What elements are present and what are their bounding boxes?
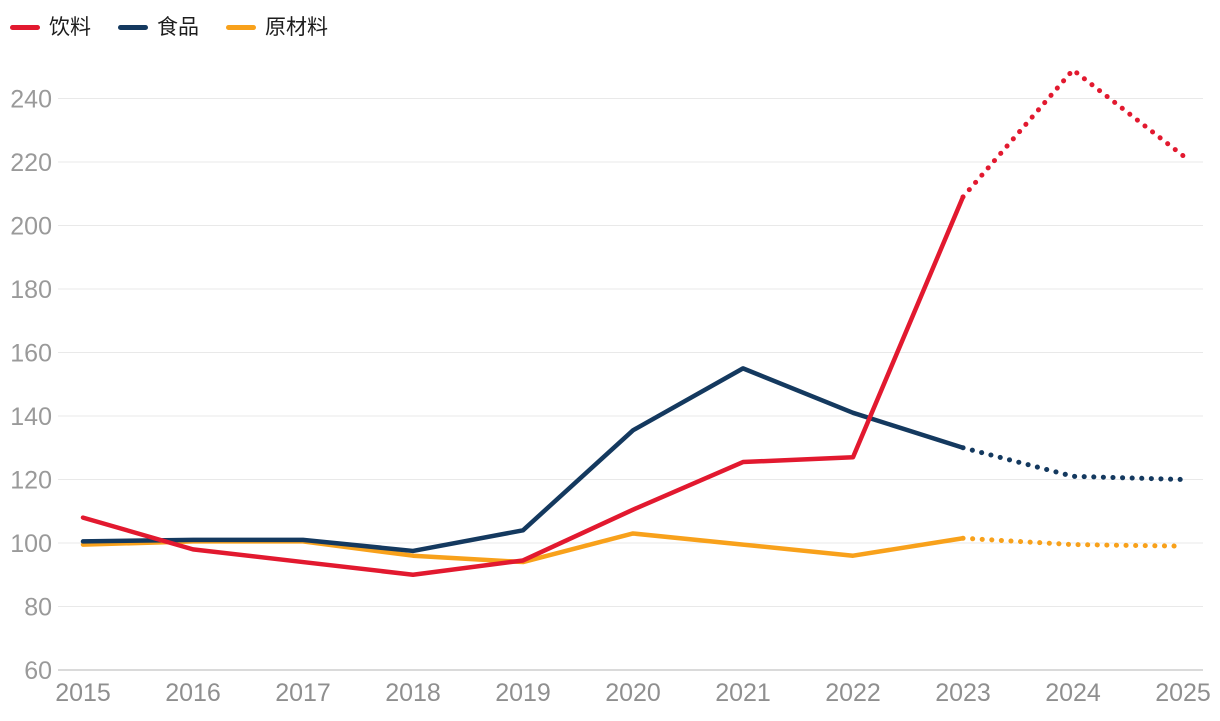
- y-axis-tick-label: 80: [24, 594, 52, 622]
- x-axis-tick-label: 2020: [605, 679, 661, 707]
- x-axis-tick-label: 2023: [935, 679, 991, 707]
- series-forecast-dotted-line-0: [960, 67, 1186, 200]
- y-axis-tick-label: 200: [10, 213, 52, 241]
- legend-label: 饮料: [49, 16, 91, 39]
- legend-item-raw-materials[interactable]: 原材料: [226, 17, 328, 38]
- y-axis-tick-label: 120: [10, 467, 52, 495]
- y-axis-tick-label: 240: [10, 86, 52, 114]
- y-axis-tick-label: 60: [24, 657, 52, 685]
- y-axis-tick-label: 160: [10, 340, 52, 368]
- x-axis-tick-label: 2024: [1045, 679, 1101, 707]
- x-axis-tick-label: 2016: [165, 679, 221, 707]
- legend-item-food[interactable]: 食品: [118, 17, 199, 38]
- x-axis-tick-label: 2025: [1155, 679, 1211, 707]
- series-forecast-dotted-line-2: [960, 535, 1186, 549]
- series-solid-line-1: [80, 366, 966, 554]
- series-forecast-dotted-line-1: [960, 445, 1186, 482]
- legend-label: 原材料: [265, 16, 328, 39]
- y-axis-tick-label: 180: [10, 276, 52, 304]
- food-line-swatch: [118, 25, 148, 30]
- legend-item-beverages[interactable]: 饮料: [10, 17, 91, 38]
- beverages-line-swatch: [10, 25, 40, 30]
- y-axis-tick-label: 220: [10, 149, 52, 177]
- x-axis-tick-label: 2015: [55, 679, 111, 707]
- x-axis-tick-label: 2018: [385, 679, 441, 707]
- raw-materials-line-swatch: [226, 25, 256, 30]
- series-solid-line-0: [80, 194, 966, 577]
- chart-legend: 饮料 食品 原材料: [10, 17, 328, 38]
- x-axis-tick-label: 2019: [495, 679, 551, 707]
- y-axis-tick-label: 140: [10, 403, 52, 431]
- x-axis-tick-label: 2021: [715, 679, 771, 707]
- legend-label: 食品: [157, 16, 199, 39]
- x-axis-tick-label: 2017: [275, 679, 331, 707]
- y-axis-tick-label: 100: [10, 530, 52, 558]
- x-axis-tick-label: 2022: [825, 679, 881, 707]
